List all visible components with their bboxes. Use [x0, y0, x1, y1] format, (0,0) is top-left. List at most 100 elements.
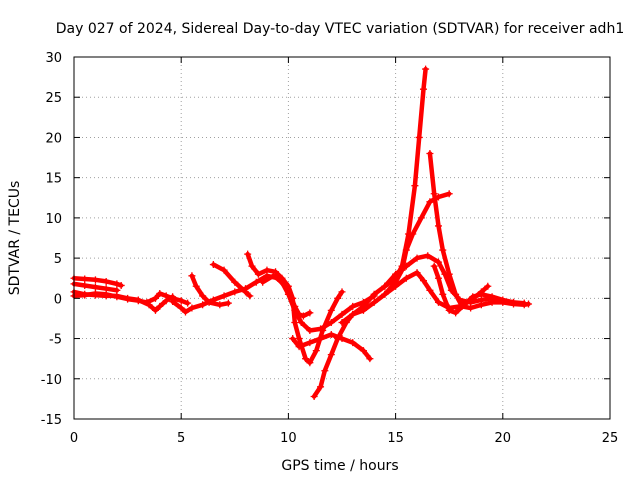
data-point: [484, 282, 492, 290]
x-tick-label: 20: [495, 431, 512, 446]
data-point: [177, 304, 185, 312]
data-point: [306, 339, 314, 347]
data-point: [415, 133, 423, 141]
data-point: [295, 343, 303, 351]
data-point: [338, 310, 346, 318]
data-point: [248, 262, 256, 270]
data-point: [244, 250, 252, 258]
data-point: [306, 309, 314, 317]
data-point: [199, 292, 207, 300]
y-tick-label: -15: [41, 413, 62, 428]
data-point: [456, 296, 464, 304]
data-point: [327, 306, 335, 314]
data-point: [156, 302, 164, 310]
y-tick-label: 10: [45, 212, 62, 227]
grid-lines: [74, 57, 610, 419]
y-tick-label: 15: [45, 172, 62, 187]
data-point: [488, 293, 496, 301]
data-series-7: [209, 261, 254, 300]
data-point: [477, 290, 485, 298]
data-point: [199, 301, 207, 309]
data-series-4: [70, 290, 192, 307]
data-point: [370, 290, 378, 298]
data-point: [422, 65, 430, 73]
data-point: [102, 290, 110, 298]
data-point: [392, 278, 400, 286]
data-point: [317, 335, 325, 343]
data-point: [317, 325, 325, 333]
y-tick-label: 30: [45, 51, 62, 66]
data-point: [188, 304, 196, 312]
data-point: [426, 150, 434, 158]
data-point: [366, 355, 374, 363]
x-tick-label: 10: [280, 431, 297, 446]
y-tick-label: 0: [54, 292, 62, 307]
data-point: [392, 270, 400, 278]
y-tick-label: 25: [45, 91, 62, 106]
data-point: [263, 266, 271, 274]
data-point: [510, 298, 518, 306]
data-point: [151, 294, 159, 302]
data-point: [246, 292, 254, 300]
data-point: [291, 318, 299, 326]
data-point: [295, 335, 303, 343]
data-point: [317, 383, 325, 391]
data-point: [430, 190, 438, 198]
data-series-11: [310, 269, 492, 400]
data-point: [177, 297, 185, 305]
x-tick-label: 15: [387, 431, 404, 446]
data-point: [162, 292, 170, 300]
data-point: [252, 278, 260, 286]
data-series-1: [70, 274, 125, 289]
data-point: [297, 318, 305, 326]
data-point: [424, 252, 432, 260]
series-trace: [427, 151, 531, 311]
axis-ticks: 0 5 10 15 20 25 -15 -10 -5 0 5 10 15 20 25 30: [41, 51, 619, 446]
data-point: [181, 308, 189, 316]
data-point: [417, 214, 425, 222]
y-axis-label: SDTVAR / TECUs: [7, 181, 23, 296]
data-point: [413, 269, 421, 277]
data-point: [254, 270, 262, 278]
data-series: [70, 65, 533, 400]
data-point: [381, 282, 389, 290]
data-point: [113, 280, 121, 288]
data-point: [447, 286, 455, 294]
data-point: [413, 254, 421, 262]
data-point: [338, 318, 346, 326]
data-point: [81, 275, 89, 283]
data-point: [338, 288, 346, 296]
x-tick-label: 0: [70, 431, 78, 446]
data-point: [289, 335, 297, 343]
y-tick-label: -5: [49, 333, 62, 348]
data-point: [402, 262, 410, 270]
data-point: [188, 272, 196, 280]
series-trace: [189, 273, 231, 308]
data-point: [452, 309, 460, 317]
x-tick-label: 5: [177, 431, 185, 446]
data-point: [411, 182, 419, 190]
data-point: [439, 246, 447, 254]
data-point: [430, 262, 438, 270]
data-point: [426, 198, 434, 206]
data-point: [278, 278, 286, 286]
data-point: [269, 272, 277, 280]
data-point: [460, 301, 468, 309]
data-point: [419, 277, 427, 285]
x-axis-label: GPS time / hours: [281, 458, 398, 474]
data-point: [327, 351, 335, 359]
y-tick-label: -10: [41, 373, 62, 388]
data-point: [327, 331, 335, 339]
data-point: [224, 299, 232, 307]
series-trace: [260, 273, 377, 333]
data-series-14: [381, 190, 453, 298]
data-point: [445, 306, 453, 314]
y-tick-label: 20: [45, 131, 62, 146]
data-point: [334, 335, 342, 343]
data-point: [205, 298, 213, 306]
data-point: [259, 278, 267, 286]
data-point: [419, 85, 427, 93]
data-point: [306, 327, 314, 335]
data-point: [349, 302, 357, 310]
data-point: [434, 274, 442, 282]
